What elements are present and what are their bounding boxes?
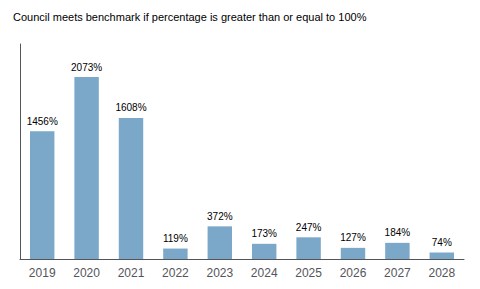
svg-text:2020: 2020 [73, 266, 100, 280]
svg-text:372%: 372% [207, 211, 233, 222]
svg-text:247%: 247% [296, 222, 322, 233]
svg-text:2028: 2028 [428, 266, 455, 280]
svg-text:1608%: 1608% [115, 102, 146, 113]
svg-text:2025: 2025 [295, 266, 322, 280]
svg-text:2026: 2026 [340, 266, 367, 280]
svg-text:74%: 74% [432, 237, 452, 248]
svg-text:119%: 119% [163, 233, 188, 244]
svg-text:2021: 2021 [118, 266, 145, 280]
svg-text:1456%: 1456% [27, 116, 58, 127]
svg-text:2027: 2027 [384, 266, 411, 280]
svg-text:2073%: 2073% [71, 62, 102, 73]
svg-text:127%: 127% [340, 232, 366, 243]
svg-text:2022: 2022 [162, 266, 189, 280]
svg-text:2024: 2024 [251, 266, 278, 280]
svg-text:173%: 173% [251, 228, 277, 239]
svg-text:2019: 2019 [29, 266, 56, 280]
svg-text:2023: 2023 [206, 266, 233, 280]
svg-text:184%: 184% [385, 227, 411, 238]
svg-text:Council meets benchmark if per: Council meets benchmark if percentage is… [13, 11, 367, 23]
